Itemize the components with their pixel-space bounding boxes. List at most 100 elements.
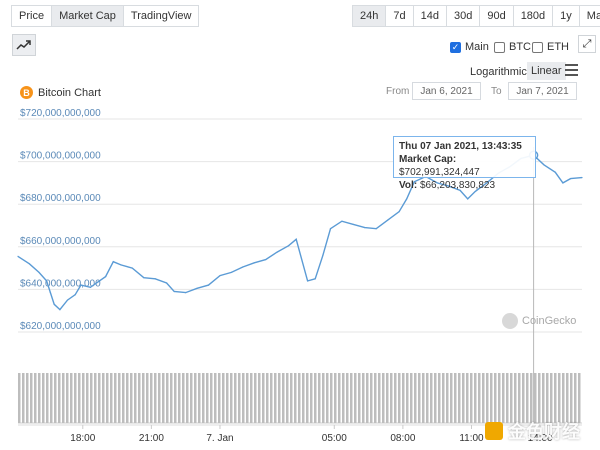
volume-bar — [234, 373, 237, 423]
volume-bar — [506, 373, 509, 423]
volume-bar — [502, 373, 505, 423]
volume-bar — [534, 373, 537, 423]
tooltip-date: Thu 07 Jan 2021, 13:43:35 — [399, 141, 522, 152]
volume-bar — [322, 373, 325, 423]
time-range-tabs: 24h7d14d30d90d180d1yMax — [352, 5, 600, 27]
range-24h[interactable]: 24h — [352, 5, 387, 27]
volume-bar — [50, 373, 53, 423]
data-point — [49, 291, 51, 294]
volume-bar — [442, 373, 445, 423]
eth-toggle[interactable]: ETH — [532, 41, 569, 53]
volume-bar — [378, 373, 381, 423]
data-point — [364, 227, 366, 229]
from-label: From — [386, 86, 410, 97]
data-point — [166, 282, 168, 284]
tab-tradingview[interactable]: TradingView — [122, 5, 200, 27]
btc-toggle[interactable]: BTC — [494, 41, 531, 53]
volume-bar — [450, 373, 453, 423]
volume-bar — [66, 373, 69, 423]
volume-bar — [342, 373, 345, 423]
expand-button[interactable]: ⤢ — [578, 35, 596, 53]
volume-bar — [422, 373, 425, 423]
x-tick-label: 7. Jan — [206, 433, 233, 444]
x-tick-label: 14:00 — [528, 433, 553, 444]
volume-bar — [94, 373, 97, 423]
volume-bar — [18, 373, 21, 423]
main-checkbox[interactable]: ✓ — [450, 41, 461, 53]
volume-bar — [354, 373, 357, 423]
range-180d[interactable]: 180d — [512, 5, 554, 27]
range-1y[interactable]: 1y — [552, 5, 580, 27]
volume-bar — [498, 373, 501, 423]
eth-checkbox[interactable] — [532, 41, 543, 53]
data-point — [196, 287, 198, 289]
data-point — [59, 309, 61, 311]
chart-tooltip: Thu 07 Jan 2021, 13:43:35 Market Cap: $7… — [393, 136, 536, 191]
data-point — [295, 238, 297, 240]
volume-bar — [566, 373, 569, 423]
chart-title: Bitcoin Chart — [38, 87, 101, 99]
trend-line-button[interactable] — [12, 34, 36, 56]
data-point — [474, 190, 476, 193]
data-point — [38, 271, 40, 273]
volume-bar — [262, 373, 265, 423]
range-30d[interactable]: 30d — [445, 5, 481, 27]
volume-bar — [250, 373, 253, 423]
to-date-input[interactable]: Jan 7, 2021 — [508, 82, 577, 100]
logarithmic-option[interactable]: Logarithmic — [470, 66, 527, 78]
main-toggle[interactable]: ✓ Main — [450, 41, 489, 53]
data-point — [97, 281, 99, 283]
volume-bar — [230, 373, 233, 423]
tab-market-cap[interactable]: Market Cap — [51, 5, 124, 27]
from-date-input[interactable]: Jan 6, 2021 — [412, 82, 481, 100]
tab-price[interactable]: Price — [11, 5, 53, 27]
hamburger-menu-icon[interactable] — [565, 64, 578, 79]
data-point — [307, 280, 309, 282]
data-point — [276, 251, 278, 253]
data-point — [448, 185, 450, 187]
volume-bar — [154, 373, 157, 423]
volume-bar — [542, 373, 545, 423]
volume-bar — [418, 373, 421, 423]
volume-bar — [146, 373, 149, 423]
volume-bar — [510, 373, 513, 423]
x-tick-label: 21:00 — [139, 433, 164, 444]
volume-bar — [202, 373, 205, 423]
volume-bar — [446, 373, 449, 423]
data-point — [287, 245, 290, 247]
volume-bar — [310, 373, 313, 423]
volume-bar — [38, 373, 41, 423]
linear-option[interactable]: Linear — [527, 62, 566, 80]
range-90d[interactable]: 90d — [479, 5, 514, 27]
data-point — [322, 254, 324, 256]
market-cap-chart[interactable]: $720,000,000,000 $700,000,000,000 $680,000… — [0, 105, 600, 450]
volume-bar — [482, 373, 485, 423]
coingecko-credit[interactable]: CoinGecko — [502, 313, 576, 329]
volume-bar — [46, 373, 49, 423]
volume-bar — [138, 373, 141, 423]
tooltip-vol-label: Vol: — [399, 180, 418, 191]
y-tick-label: $660,000,000,000 — [20, 236, 101, 247]
to-label: To — [491, 86, 502, 97]
expand-icon: ⤢ — [582, 37, 592, 50]
data-point — [154, 278, 156, 280]
btc-checkbox[interactable] — [494, 41, 505, 53]
eth-toggle-label: ETH — [547, 41, 569, 53]
data-point — [173, 290, 175, 293]
x-tick-label: 18:00 — [70, 433, 95, 444]
volume-bar — [350, 373, 353, 423]
data-point — [569, 178, 572, 180]
range-14d[interactable]: 14d — [412, 5, 447, 27]
watermark-text: 金色财经 — [508, 422, 580, 442]
volume-bar — [346, 373, 349, 423]
data-point — [554, 171, 556, 173]
range-7d[interactable]: 7d — [385, 5, 414, 27]
volume-bar — [302, 373, 305, 423]
tooltip-vol-value: $66,203,830,823 — [419, 180, 496, 191]
data-point — [219, 274, 221, 277]
coingecko-label: CoinGecko — [522, 315, 577, 327]
data-point — [120, 264, 122, 266]
volume-bar — [278, 373, 281, 423]
data-point — [45, 280, 48, 282]
range-max[interactable]: Max — [578, 5, 600, 27]
